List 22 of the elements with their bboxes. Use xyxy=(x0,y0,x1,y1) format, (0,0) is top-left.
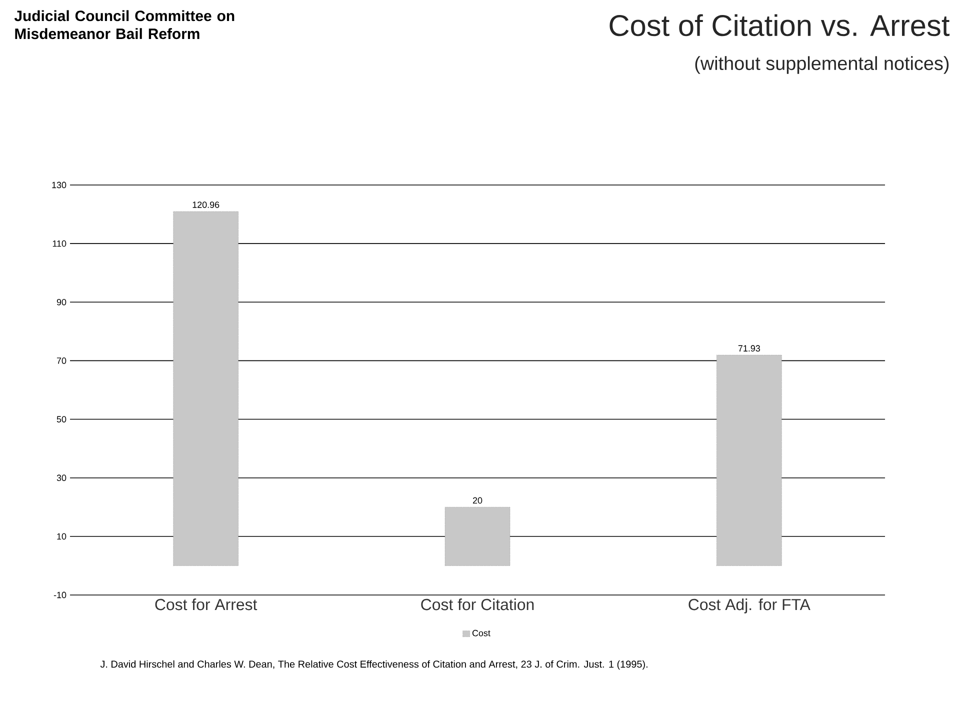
legend-label: Cost xyxy=(472,630,490,636)
data-label: 71.93 xyxy=(738,345,760,352)
y-tick-label: 70 xyxy=(56,358,66,364)
y-tick-label: 90 xyxy=(56,298,66,306)
x-tick-label: Cost for Arrest xyxy=(155,598,258,610)
text: J. David Hirschel and Charles W. Dean, The Relative Cost Effectiveness of Citation and Arrest, 23 J. of Crim. Just. 1 (1995). xyxy=(100,660,648,670)
y-tick-label: 110 xyxy=(52,240,66,247)
y-tick-label: -10 xyxy=(54,592,66,598)
chart-title: Cost of Citation vs. Arrest xyxy=(610,14,950,36)
y-tick-label: 50 xyxy=(56,416,66,422)
y-tick-label: 10 xyxy=(57,533,66,540)
y-tick-label: 30 xyxy=(56,474,66,482)
text: Judicial Council Committee on Misdemeanor Bail Reform xyxy=(14,10,234,40)
chart-subtitle: (without supplemental notices) xyxy=(695,56,949,74)
x-tick-label: Cost Adj. for FTA xyxy=(688,598,810,614)
bar xyxy=(173,211,239,566)
y-tick-label: 130 xyxy=(52,182,66,188)
data-label: 20 xyxy=(472,497,482,504)
x-tick-label: Cost for Citation xyxy=(421,598,534,610)
bar xyxy=(716,354,782,566)
data-label: 120.96 xyxy=(192,202,220,208)
bar xyxy=(444,506,510,566)
